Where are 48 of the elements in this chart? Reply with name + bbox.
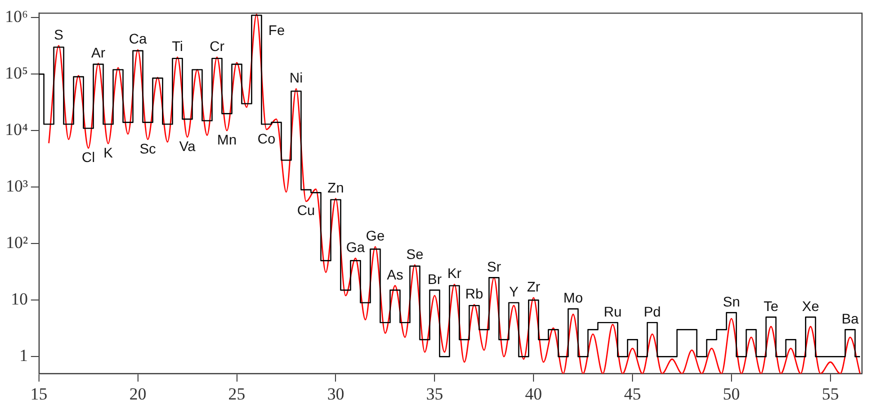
y-tick-label: 10⁴ xyxy=(4,120,28,140)
annotation: Sr xyxy=(486,258,502,274)
annotation: Cr xyxy=(210,38,225,54)
y-tick-label: 10⁶ xyxy=(4,7,28,26)
annotation: Mn xyxy=(217,132,237,148)
annotation: Zn xyxy=(328,179,344,196)
y-tick-label: 10 xyxy=(10,290,28,309)
annotation: Ge xyxy=(366,228,385,244)
x-tick-label: 45 xyxy=(624,384,641,404)
annotation: Zr xyxy=(526,278,541,295)
x-tick-label: 40 xyxy=(525,384,542,404)
annotation: Ar xyxy=(91,44,106,60)
annotation: Te xyxy=(764,298,779,314)
annotation: Cl xyxy=(82,149,96,166)
x-tick-label: 35 xyxy=(426,384,444,404)
annotation: S xyxy=(54,26,64,42)
annotation: Ca xyxy=(128,30,148,47)
x-tick-label: 25 xyxy=(228,384,246,404)
annotation: Co xyxy=(258,130,276,146)
x-tick-label: 55 xyxy=(822,384,839,404)
annotation: Mo xyxy=(563,290,584,306)
annotation: Ba xyxy=(842,310,859,327)
annotation: Va xyxy=(179,138,196,154)
y-tick-label: 1 xyxy=(19,346,28,366)
y-tick-label: 10² xyxy=(6,233,28,252)
annotation: Kr xyxy=(447,265,462,282)
annotation: Sn xyxy=(722,294,740,310)
x-tick-label: 30 xyxy=(327,384,344,404)
annotation: Fe xyxy=(268,22,285,38)
annotation: Ga xyxy=(346,239,366,256)
y-tick-label: 10⁵ xyxy=(4,64,28,83)
annotation: Sc xyxy=(140,140,156,156)
x-tick-label: 15 xyxy=(30,384,48,404)
x-tick-label: 20 xyxy=(129,384,146,404)
annotation: Ti xyxy=(172,38,184,54)
annotation: Ni xyxy=(290,70,303,86)
annotation: Y xyxy=(509,284,520,300)
annotation: Xe xyxy=(802,298,820,314)
annotation: Cu xyxy=(297,202,315,218)
annotation: Rb xyxy=(465,286,484,302)
y-tick-label: 10³ xyxy=(6,176,28,196)
annotation: Br xyxy=(428,271,442,288)
annotation: K xyxy=(104,144,114,160)
annotation: As xyxy=(386,266,404,283)
annotation: Ru xyxy=(604,303,622,320)
annotation: Pd xyxy=(644,303,661,320)
x-tick-label: 50 xyxy=(722,384,740,404)
annotation: Se xyxy=(406,246,424,262)
